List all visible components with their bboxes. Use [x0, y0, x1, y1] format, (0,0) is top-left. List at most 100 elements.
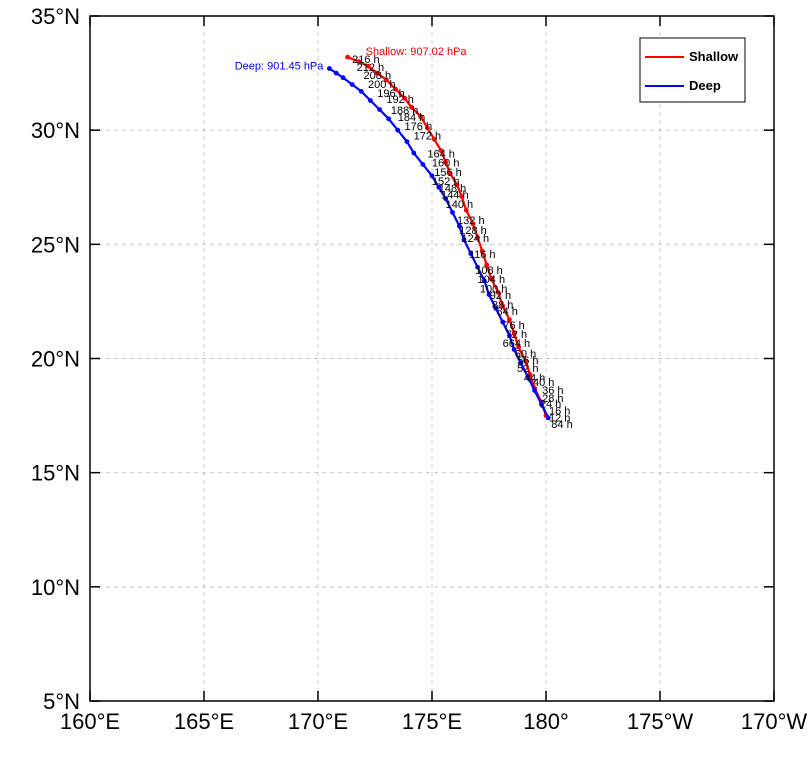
series-point-deep [327, 66, 332, 71]
series-point-deep [377, 107, 382, 112]
series-point-shallow [459, 194, 464, 199]
series-point-shallow [365, 63, 371, 69]
hour-label-27: 76 h [503, 320, 524, 332]
series-point-shallow [500, 303, 506, 309]
series-point-deep [450, 210, 455, 215]
series-point-deep [429, 173, 435, 179]
series-point-deep [368, 98, 373, 103]
series-point-deep [457, 223, 462, 229]
hour-label-8: 176 h [405, 121, 433, 133]
series-line-deep [328, 67, 550, 419]
series-point-shallow [431, 136, 437, 142]
hour-label-9: 172 h [414, 130, 442, 142]
hour-label-39: 12 h [549, 412, 570, 424]
legend-label-shallow: Shallow [689, 49, 739, 64]
hour-label-29: 664 h [503, 338, 531, 350]
x-tick-label-3: 175°E [402, 709, 462, 734]
series-point-deep [532, 388, 537, 393]
series-point-deep [468, 251, 474, 256]
series-point-deep [358, 89, 364, 94]
hour-label-38: 16 h [549, 405, 570, 417]
series-point-shallow [356, 59, 362, 65]
series-point-deep [493, 305, 499, 311]
hour-label-30: 60 h [515, 348, 536, 360]
series-point-deep [507, 333, 512, 339]
series-point-shallow [495, 289, 501, 295]
y-tick-label-2: 15°N [31, 461, 80, 486]
hour-label-2: 208 h [364, 70, 392, 82]
hour-label-7: 184 h [398, 112, 426, 124]
hour-label-40: 84 h [551, 419, 572, 431]
series-point-deep [475, 264, 480, 270]
series-point-deep [386, 116, 392, 122]
end-labels: Shallow: 907.02 hPa Deep: 901.45 hPa [235, 46, 468, 72]
series-point-shallow [470, 221, 476, 227]
x-tick-label-5: 175°W [627, 709, 694, 734]
x-tick-label-2: 170°E [288, 709, 348, 734]
series-point-deep [443, 196, 449, 202]
hour-label-3: 200 h [368, 79, 396, 91]
series-point-shallow [463, 207, 469, 213]
series-point-shallow [409, 104, 414, 110]
series-point-deep [395, 127, 401, 133]
hour-label-6: 188 h [391, 105, 419, 117]
hour-label-26: 84 h [496, 306, 517, 318]
hour-label-19: 124 h [462, 233, 490, 245]
series-point-shallow [454, 182, 460, 188]
hour-label-25: 88 h [492, 299, 513, 311]
hour-label-17: 132 h [457, 215, 485, 227]
x-axis-ticks: 160°E 165°E 170°E 175°E 180° 175°W 170°W [60, 16, 807, 734]
series-point-shallow [516, 344, 521, 350]
series-point-deep [404, 139, 410, 145]
y-tick-label-1: 10°N [31, 575, 80, 600]
plot-frame [89, 15, 775, 702]
y-tick-label-4: 25°N [31, 232, 80, 257]
y-tick-label-0: 5°N [43, 689, 80, 714]
series-point-shallow [443, 159, 449, 165]
series-point-shallow [507, 317, 512, 323]
hour-label-11: 160 h [432, 158, 460, 170]
hour-label-1: 212 h [357, 62, 385, 74]
series-point-shallow [345, 54, 350, 60]
series-point-shallow [402, 95, 407, 101]
hour-label-18: 128 h [459, 225, 487, 237]
x-tick-label-4: 180° [523, 709, 569, 734]
hour-label-15: 144 h [441, 190, 469, 202]
series-point-deep [461, 237, 467, 243]
legend-label-deep: Deep [689, 78, 721, 93]
hour-label-37: 24 h [540, 399, 561, 411]
hour-label-12: 156 h [434, 167, 462, 179]
hour-label-35: 36 h [542, 385, 563, 397]
series-point-deep [482, 278, 487, 284]
hour-label-21: 108 h [475, 265, 503, 277]
series-point-deep [518, 360, 524, 366]
y-tick-label-5: 30°N [31, 118, 80, 143]
hour-label-13: 152 h [432, 176, 460, 188]
series-point-shallow [511, 331, 517, 336]
series-point-shallow [438, 148, 444, 154]
x-tick-label-6: 170°W [741, 709, 808, 734]
series-point-shallow [418, 114, 423, 119]
series-point-deep [545, 415, 551, 421]
end-label-shallow: Shallow: 907.02 hPa [366, 46, 468, 58]
y-tick-label-3: 20°N [31, 347, 80, 372]
x-tick-label-0: 160°E [60, 709, 120, 734]
series-point-deep [340, 75, 346, 81]
series-point-deep [411, 150, 417, 156]
hour-label-20: 116 h [469, 249, 496, 261]
hour-label-14: 148 h [439, 183, 467, 195]
series-point-deep [500, 319, 506, 325]
hour-label-28: 72 h [506, 329, 527, 341]
series-point-shallow [523, 358, 528, 364]
series-point-shallow [447, 171, 453, 176]
hour-label-4: 196 h [377, 88, 405, 100]
hour-label-23: 100 h [480, 283, 508, 295]
hour-label-36: 28 h [542, 393, 563, 405]
x-tick-label-1: 165°E [174, 709, 234, 734]
y-axis-ticks: 5°N 10°N 15°N 20°N 25°N 30°N 35°N [31, 4, 774, 714]
series-point-shallow [484, 262, 490, 268]
series-point-deep [511, 347, 517, 352]
hour-label-34: 40 h [533, 377, 554, 389]
hour-label-31: 56 h [517, 355, 538, 367]
